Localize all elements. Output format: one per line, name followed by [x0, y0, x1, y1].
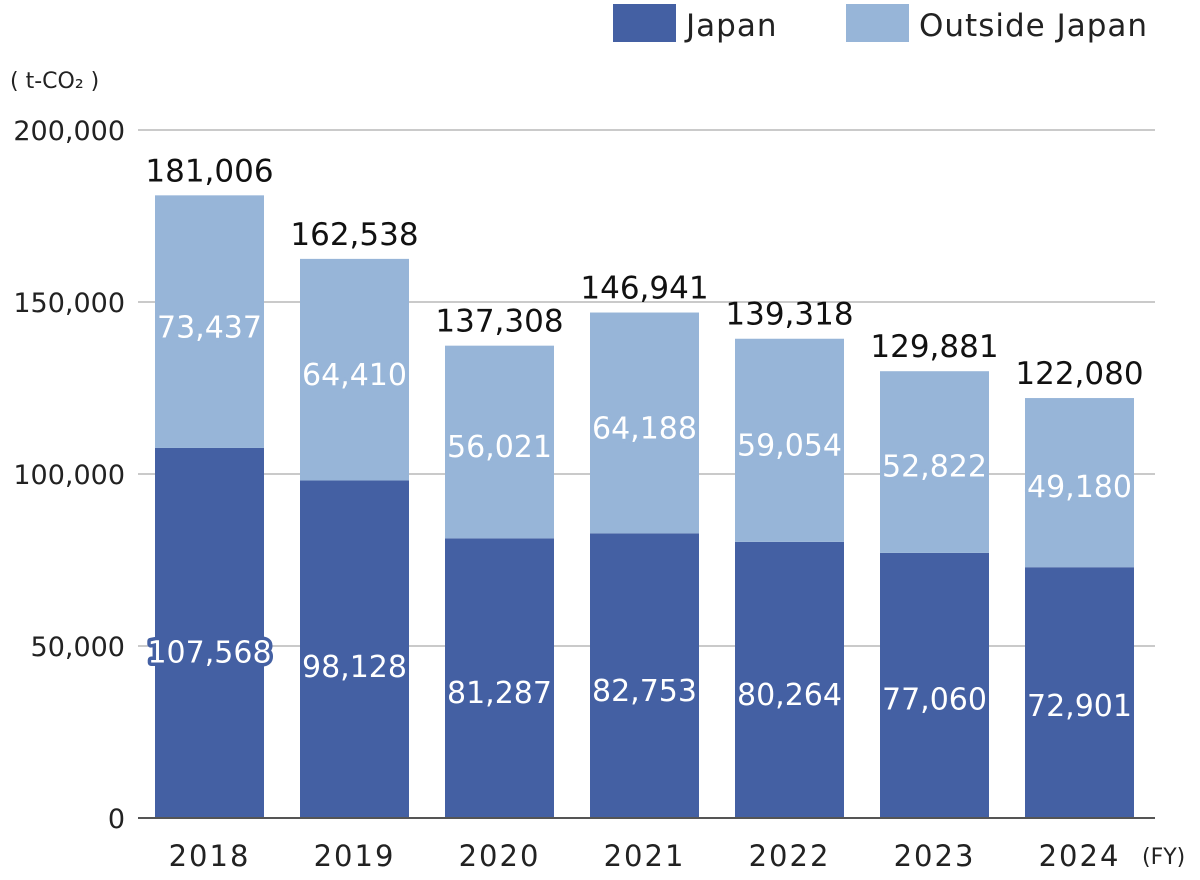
- bar-japan-2018: [155, 447, 264, 818]
- x-tick-label: 2024: [1039, 839, 1121, 873]
- x-tick-label: 2018: [169, 839, 251, 873]
- y-tick-label: 100,000: [13, 460, 125, 491]
- x-tick-label: 2023: [894, 839, 976, 873]
- bar-outside-japan-2022: [735, 338, 844, 542]
- label-japan-2023: 77,060: [882, 683, 987, 718]
- y-tick-label: 150,000: [13, 288, 125, 319]
- total-label-2019: 162,538: [290, 217, 418, 253]
- bar-japan-2021: [590, 533, 699, 818]
- axes: 0 50,000 100,000 150,000 200,000 ( t-CO₂ ) 201…: [10, 69, 1185, 873]
- legend-label-outside-japan: Outside Japan: [919, 8, 1148, 44]
- label-outside-japan-2019: 64,410: [302, 358, 407, 393]
- label-japan-2018: 107,568: [147, 635, 271, 670]
- total-label-2022: 139,318: [725, 297, 853, 333]
- label-outside-japan-2020: 56,021: [447, 430, 552, 465]
- x-tick-label: 2021: [604, 839, 686, 873]
- label-outside-japan-2022: 59,054: [737, 428, 842, 463]
- bar-japan-2020: [445, 538, 554, 818]
- data-labels: 181,006 73,437 107,568 162,538 64,410 98,128 1…: [144, 153, 1144, 727]
- legend-swatch-japan: [613, 4, 676, 42]
- label-outside-japan-2021: 64,188: [592, 411, 697, 446]
- bar-outside-japan-2019: [300, 258, 409, 481]
- bar-japan-2019: [300, 480, 409, 818]
- legend-swatch-outside-japan: [846, 4, 909, 42]
- bar-japan-2022: [735, 541, 844, 818]
- bar-japan-2023: [880, 552, 989, 818]
- label-japan-2024: 72,901: [1027, 689, 1132, 724]
- total-label-2024: 122,080: [1015, 356, 1143, 392]
- bar-outside-japan-2021: [590, 312, 699, 534]
- bars: [155, 195, 1134, 818]
- legend-label-japan: Japan: [684, 8, 777, 44]
- label-japan-2020: 81,287: [447, 676, 552, 711]
- label-outside-japan-2023: 52,822: [882, 450, 987, 485]
- label-japan-2019: 98,128: [302, 650, 407, 685]
- y-axis-unit-label: ( t-CO₂ ): [10, 69, 99, 94]
- total-label-2021: 146,941: [580, 271, 708, 307]
- label-japan-2021: 82,753: [592, 674, 697, 709]
- legend: Japan Outside Japan: [613, 4, 1148, 44]
- bar-japan-2024: [1025, 567, 1134, 818]
- x-axis-unit-label: (FY): [1142, 845, 1185, 870]
- total-label-2018: 181,006: [145, 153, 273, 189]
- bar-outside-japan-2024: [1025, 398, 1134, 568]
- label-japan-2022: 80,264: [737, 678, 842, 713]
- x-tick-label: 2022: [749, 839, 831, 873]
- y-tick-label: 50,000: [31, 632, 125, 663]
- bar-outside-japan-2020: [445, 345, 554, 539]
- label-outside-japan-2018: 73,437: [157, 311, 262, 346]
- bar-outside-japan-2018: [155, 195, 264, 448]
- total-label-2020: 137,308: [435, 304, 563, 340]
- y-tick-label: 0: [108, 804, 125, 835]
- y-tick-label: 200,000: [13, 116, 125, 147]
- label-outside-japan-2024: 49,180: [1027, 470, 1132, 505]
- x-tick-label: 2020: [459, 839, 541, 873]
- x-tick-label: 2019: [314, 839, 396, 873]
- total-label-2023: 129,881: [870, 329, 998, 365]
- bar-outside-japan-2023: [880, 371, 989, 553]
